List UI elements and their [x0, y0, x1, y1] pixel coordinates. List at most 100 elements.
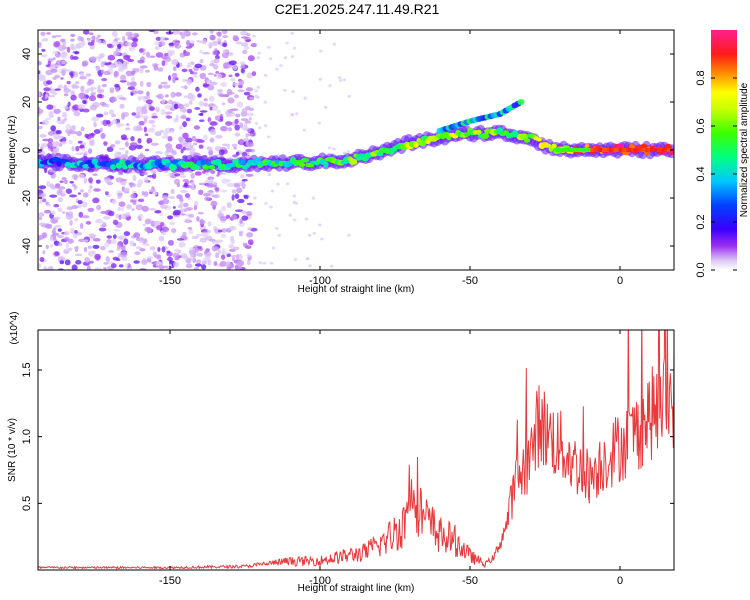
- noise-speckle: [58, 242, 63, 247]
- noise-speckle: [89, 140, 95, 146]
- noise-speckle: [87, 37, 91, 44]
- noise-speckle: [234, 72, 240, 77]
- noise-speckle: [141, 191, 145, 196]
- noise-speckle: [94, 253, 101, 260]
- noise-speckle: [201, 231, 209, 238]
- noise-speckle: [109, 87, 115, 94]
- noise-speckle: [212, 50, 218, 56]
- noise-speckle: [151, 142, 159, 146]
- noise-speckle: [116, 122, 121, 128]
- noise-speckle: [187, 227, 193, 230]
- noise-speckle: [40, 54, 48, 58]
- noise-speckle: [146, 257, 152, 263]
- noise-speckle: [69, 219, 73, 226]
- noise-speckle: [203, 98, 208, 102]
- noise-speckle: [89, 56, 97, 62]
- noise-speckle: [179, 197, 184, 203]
- noise-speckle: [221, 205, 227, 212]
- noise-speckle: [53, 92, 58, 96]
- bright-line-cell: [618, 148, 622, 152]
- noise-speckle: [212, 104, 219, 112]
- noise-speckle: [178, 125, 183, 130]
- noise-speckle: [143, 191, 149, 198]
- noise-speckle: [46, 104, 54, 110]
- noise-speckle: [247, 227, 252, 230]
- noise-speckle: [103, 141, 108, 146]
- noise-speckle: [53, 108, 61, 114]
- noise-speckle: [133, 260, 140, 264]
- noise-speckle: [93, 129, 101, 134]
- noise-speckle: [66, 80, 71, 85]
- ridge-cell: [348, 158, 358, 165]
- bright-line-cell: [657, 148, 661, 152]
- noise-speckle: [98, 53, 104, 59]
- noise-speckle: [240, 68, 245, 74]
- noise-speckle: [74, 185, 78, 189]
- noise-speckle: [215, 187, 219, 192]
- noise-speckle: [43, 87, 51, 92]
- y-tick-label: 0: [21, 147, 33, 153]
- noise-speckle: [164, 52, 169, 57]
- noise-speckle: [61, 51, 67, 57]
- noise-speckle: [290, 113, 295, 117]
- noise-speckle: [113, 70, 120, 77]
- noise-speckle: [172, 66, 177, 72]
- noise-speckle: [112, 198, 117, 205]
- noise-speckle: [151, 115, 159, 119]
- noise-speckle: [80, 126, 85, 132]
- spectrogram-x-axis-label: Height of straight line (km): [298, 284, 415, 295]
- noise-speckle: [192, 75, 199, 78]
- noise-speckle: [166, 115, 173, 119]
- noise-speckle: [169, 259, 173, 264]
- noise-speckle: [66, 206, 74, 211]
- noise-speckle: [215, 252, 220, 259]
- noise-speckle: [105, 256, 110, 263]
- noise-speckle: [240, 31, 248, 36]
- noise-speckle: [53, 227, 57, 230]
- noise-speckle: [275, 226, 279, 230]
- noise-speckle: [84, 257, 90, 264]
- bright-line-cell: [566, 148, 569, 152]
- noise-speckle: [143, 117, 148, 123]
- noise-speckle: [239, 61, 246, 65]
- noise-speckle: [234, 94, 239, 99]
- noise-speckle: [147, 175, 155, 178]
- noise-speckle: [233, 184, 241, 188]
- noise-speckle: [230, 108, 239, 111]
- noise-speckle: [102, 221, 107, 226]
- noise-speckle: [112, 219, 119, 225]
- noise-speckle: [232, 82, 240, 87]
- noise-speckle: [69, 181, 74, 184]
- noise-speckle: [172, 211, 179, 216]
- noise-speckle: [40, 31, 46, 36]
- noise-speckle: [230, 235, 235, 242]
- noise-speckle: [216, 109, 221, 114]
- y-tick-label: 0.5: [21, 496, 33, 511]
- noise-speckle: [329, 264, 334, 268]
- noise-speckle: [102, 216, 111, 220]
- y-tick-label: 40: [21, 48, 33, 60]
- noise-speckle: [112, 234, 117, 240]
- noise-speckle: [69, 228, 75, 232]
- noise-speckle: [197, 211, 204, 215]
- noise-speckle: [161, 198, 170, 205]
- noise-speckle: [102, 40, 107, 45]
- noise-speckle: [146, 81, 152, 88]
- noise-speckle: [72, 71, 79, 78]
- noise-speckle: [209, 106, 213, 111]
- noise-speckle: [182, 121, 188, 128]
- noise-speckle: [248, 117, 252, 121]
- noise-speckle: [185, 207, 193, 211]
- noise-speckle: [114, 61, 123, 68]
- bright-line-cell: [609, 148, 613, 152]
- noise-speckle: [327, 146, 332, 150]
- noise-speckle: [91, 35, 96, 41]
- noise-speckle: [65, 123, 72, 130]
- bright-line-cell: [561, 148, 565, 152]
- noise-speckle: [123, 231, 131, 237]
- noise-speckle: [222, 49, 229, 54]
- noise-speckle: [73, 174, 78, 181]
- noise-speckle: [106, 43, 113, 48]
- noise-speckle: [71, 146, 75, 152]
- noise-speckle: [72, 104, 80, 111]
